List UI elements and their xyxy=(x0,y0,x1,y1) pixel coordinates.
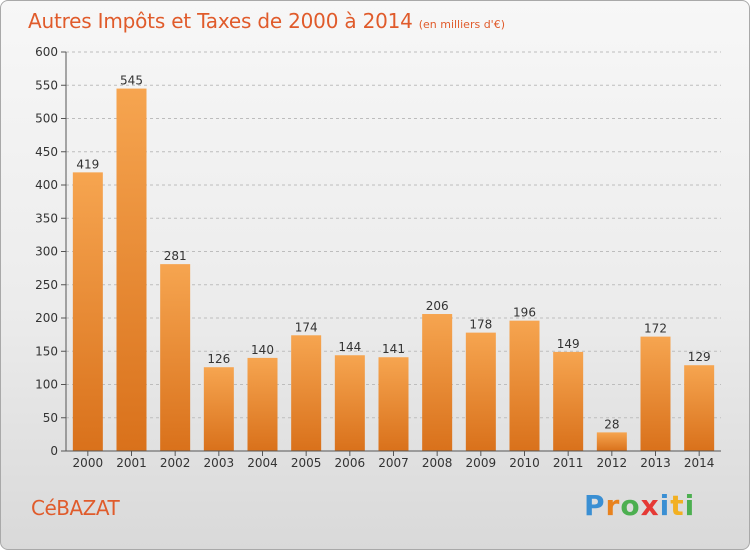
x-tick-label-2000: 2000 xyxy=(73,456,104,470)
data-label-2011: 149 xyxy=(557,337,580,351)
data-label-2000: 419 xyxy=(76,157,99,171)
logo-letter: o xyxy=(620,489,641,522)
x-tick-label-2012: 2012 xyxy=(597,456,628,470)
data-label-2014: 129 xyxy=(688,350,711,364)
bar-2005 xyxy=(291,335,322,451)
logo-letter: i xyxy=(659,489,671,522)
bar-2002 xyxy=(160,264,191,451)
y-tick-label: 550 xyxy=(35,78,58,92)
x-tick-label-2004: 2004 xyxy=(247,456,278,470)
x-tick-label-2001: 2001 xyxy=(116,456,147,470)
x-tick-label-2014: 2014 xyxy=(684,456,715,470)
y-tick-label: 100 xyxy=(35,378,58,392)
x-tick-label-2005: 2005 xyxy=(291,456,322,470)
bar-2000 xyxy=(72,172,103,452)
data-label-2001: 545 xyxy=(120,74,143,88)
x-tick-label-2002: 2002 xyxy=(160,456,191,470)
data-label-2003: 126 xyxy=(207,352,230,366)
data-label-2005: 174 xyxy=(295,320,318,334)
bars xyxy=(72,88,715,452)
bar-2014 xyxy=(684,365,715,451)
y-tick-label: 450 xyxy=(35,145,58,159)
y-tick-label: 400 xyxy=(35,178,58,192)
y-tick-label: 500 xyxy=(35,112,58,126)
logo-letter: P xyxy=(584,489,606,522)
x-tick-label-2013: 2013 xyxy=(640,456,671,470)
x-tick-label-2007: 2007 xyxy=(378,456,409,470)
y-tick-label: 300 xyxy=(35,245,58,259)
axes xyxy=(61,51,721,456)
y-tick-label: 0 xyxy=(50,444,58,458)
data-label-2002: 281 xyxy=(164,249,187,263)
logo-letter: x xyxy=(640,489,660,522)
commune-name: CéBAZAT xyxy=(31,496,120,520)
chart-title-unit: (en milliers d'€) xyxy=(418,18,505,31)
logo-letter: t xyxy=(670,489,685,522)
logo-letter: r xyxy=(605,489,621,522)
bar-2008 xyxy=(422,314,453,451)
y-tick-label: 350 xyxy=(35,211,58,225)
data-label-2007: 141 xyxy=(382,342,405,356)
x-tick-label-2011: 2011 xyxy=(553,456,584,470)
bar-2007 xyxy=(378,357,409,451)
bar-2012 xyxy=(596,432,627,451)
bar-2013 xyxy=(640,336,671,451)
data-label-2009: 178 xyxy=(469,318,492,332)
bar-2001 xyxy=(116,88,147,451)
bar-2009 xyxy=(465,332,496,451)
y-tick-label: 50 xyxy=(43,411,58,425)
data-label-2006: 144 xyxy=(338,340,361,354)
y-tick-label: 200 xyxy=(35,311,58,325)
proxiti-logo[interactable]: Proxiti xyxy=(584,489,695,522)
data-label-2013: 172 xyxy=(644,322,667,336)
data-label-2004: 140 xyxy=(251,343,274,357)
bar-2003 xyxy=(203,367,234,451)
y-tick-label: 600 xyxy=(35,45,58,59)
bar-2006 xyxy=(334,355,365,451)
x-tick-label-2009: 2009 xyxy=(466,456,497,470)
x-tick-label-2010: 2010 xyxy=(509,456,540,470)
chart-title-main: Autres Impôts et Taxes de 2000 à 2014 xyxy=(28,9,413,33)
data-label-2008: 206 xyxy=(426,299,449,313)
data-label-2010: 196 xyxy=(513,306,536,320)
data-label-2012: 28 xyxy=(604,417,619,431)
y-tick-label: 150 xyxy=(35,344,58,358)
bar-2004 xyxy=(247,357,278,451)
chart-title: Autres Impôts et Taxes de 2000 à 2014 (en… xyxy=(28,9,505,33)
logo-letter: i xyxy=(684,489,696,522)
labels: 0 50 100 150 200 250 300 350 400 450 500 550 600 419 2… xyxy=(35,45,714,470)
bar-2010 xyxy=(509,320,540,451)
x-tick-label-2008: 2008 xyxy=(422,456,453,470)
y-tick-label: 250 xyxy=(35,278,58,292)
x-tick-label-2003: 2003 xyxy=(204,456,235,470)
x-tick-label-2006: 2006 xyxy=(335,456,366,470)
bar-2011 xyxy=(553,351,584,451)
